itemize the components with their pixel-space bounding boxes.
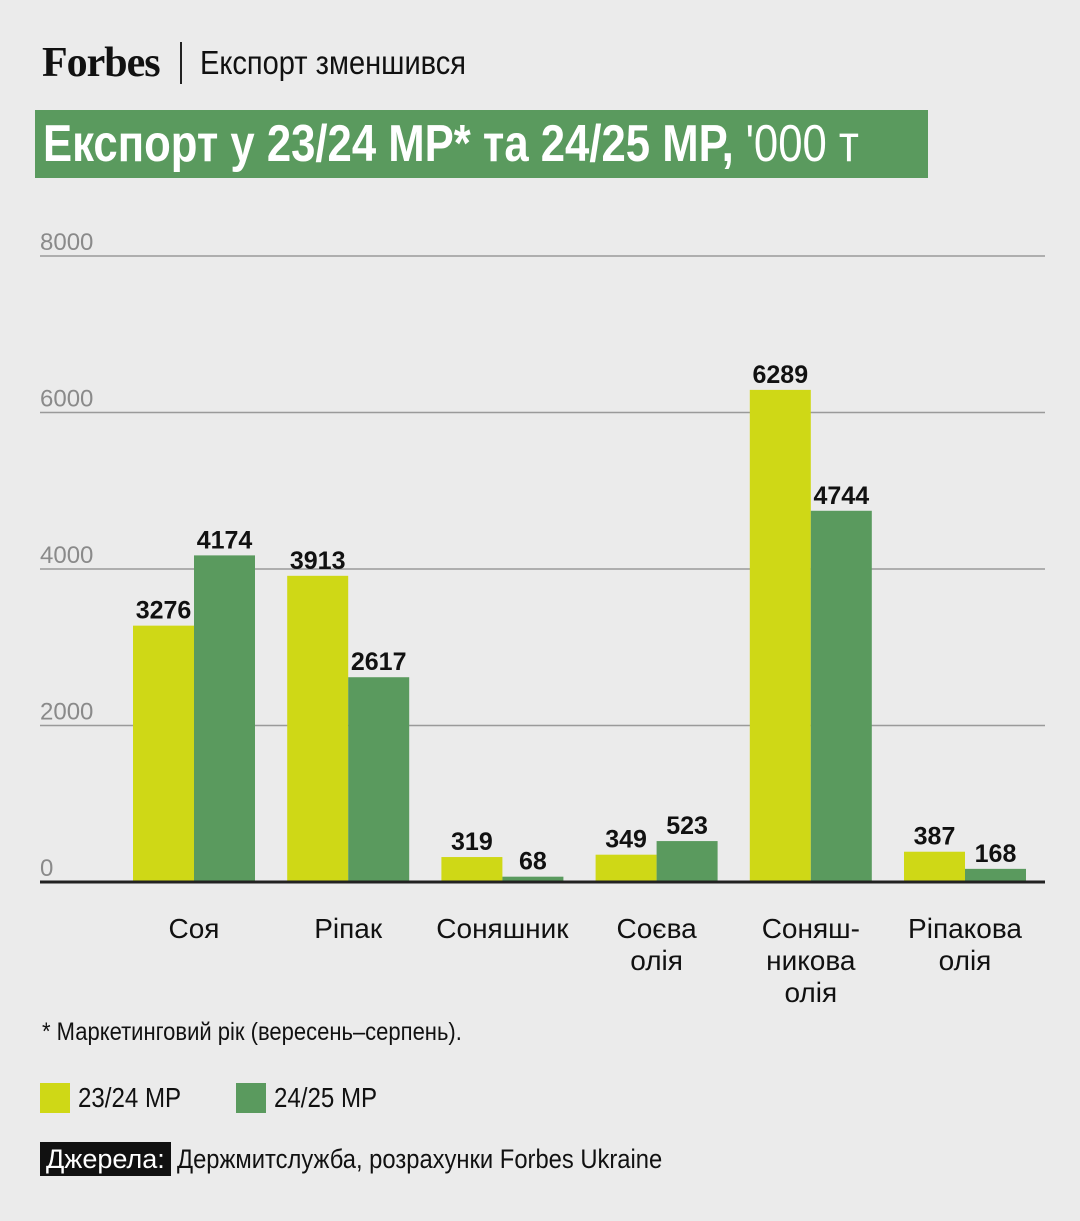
y-tick-label-6000: 6000 <box>40 386 93 413</box>
data-label-1-series-1: 2617 <box>351 648 407 676</box>
y-tick-label-2000: 2000 <box>40 699 93 726</box>
y-tick-label-4000: 4000 <box>40 542 93 569</box>
data-label-5-series-1: 168 <box>975 840 1017 868</box>
legend-item-2324: 23/24 МР <box>40 1082 198 1114</box>
bar-3-series-0 <box>595 854 657 882</box>
legend-label-2425: 24/25 МР <box>273 1082 377 1113</box>
category-label-line: никова <box>766 945 856 976</box>
data-label-5-series-0: 387 <box>914 823 956 851</box>
bar-0-series-0 <box>133 625 194 882</box>
category-label-3: Соєва олія <box>616 913 697 976</box>
category-label-0: Соя <box>169 913 220 944</box>
y-tick-label-0: 0 <box>40 855 53 882</box>
legend-swatch-2324 <box>40 1083 70 1113</box>
footnote: * Маркетинговий рік (вересень–серпень). <box>42 1018 462 1046</box>
source-text: Держмитслужба, розрахунки Forbes Ukraine <box>176 1143 663 1174</box>
y-tick-label-8000: 8000 <box>40 229 93 256</box>
category-label-line: Ріпак <box>314 913 383 944</box>
data-label-3-series-1: 523 <box>666 812 708 840</box>
category-label-5: Ріпакова олія <box>908 913 1022 976</box>
category-label-1: Ріпак <box>314 913 383 944</box>
legend: 23/24 МР 24/25 МР <box>40 1082 432 1114</box>
category-label-line: олія <box>784 977 837 1008</box>
header-title: Експорт зменшився <box>199 44 466 81</box>
chart-title-unit: '000 т <box>745 115 859 173</box>
category-label-line: Соняш- <box>762 913 860 944</box>
data-label-1-series-0: 3913 <box>290 547 346 575</box>
bar-2-series-0 <box>441 857 503 882</box>
bar-5-series-1 <box>965 868 1026 882</box>
legend-item-2425: 24/25 МР <box>235 1082 394 1114</box>
legend-swatch-2425 <box>235 1083 266 1113</box>
category-label-line: Соєва <box>616 913 697 944</box>
category-label-line: Ріпакова <box>908 913 1022 944</box>
category-label-4: Соняш-никова олія <box>762 913 860 1008</box>
bar-0-series-1 <box>194 555 255 882</box>
data-label-2-series-1: 68 <box>519 848 547 876</box>
bar-1-series-0 <box>287 575 349 882</box>
source-label: Джерела: <box>40 1142 171 1176</box>
bar-1-series-1 <box>348 677 410 882</box>
bar-2-series-1 <box>502 876 564 882</box>
bar-4-series-0 <box>749 389 811 882</box>
forbes-logo: Forbes <box>42 40 161 86</box>
category-label-line: олія <box>630 945 683 976</box>
bar-chart: 0 2000 4000 6000 8000 3276 4174 Соя 3913 2617 Ріпа… <box>40 229 1045 1008</box>
data-label-4-series-1: 4744 <box>813 482 869 510</box>
category-label-line: Соняшник <box>436 913 569 944</box>
chart-title-bar: Експорт у 23/24 МР* та 24/25 МР, '000 т <box>35 110 928 178</box>
chart-title-main: Експорт у 23/24 МР* та 24/25 МР, <box>43 115 734 173</box>
category-label-2: Соняшник <box>436 913 569 944</box>
data-label-0-series-0: 3276 <box>136 597 192 625</box>
data-label-0-series-1: 4174 <box>197 526 253 554</box>
category-label-line: Соя <box>169 913 220 944</box>
chart-title: Експорт у 23/24 МР* та 24/25 МР, '000 т <box>43 114 859 174</box>
data-label-3-series-0: 349 <box>605 826 647 854</box>
header-divider <box>179 42 182 84</box>
bar-3-series-1 <box>656 841 718 882</box>
data-label-2-series-0: 319 <box>451 828 493 856</box>
legend-label-2324: 23/24 МР <box>78 1082 182 1113</box>
data-label-4-series-0: 6289 <box>752 361 808 389</box>
category-label-line: олія <box>939 945 992 976</box>
header: Forbes Експорт зменшився <box>42 38 502 88</box>
source-line: Джерела: Держмитслужба, розрахунки Forbe… <box>40 1142 728 1176</box>
bar-4-series-1 <box>810 510 872 882</box>
bar-5-series-0 <box>904 851 965 882</box>
